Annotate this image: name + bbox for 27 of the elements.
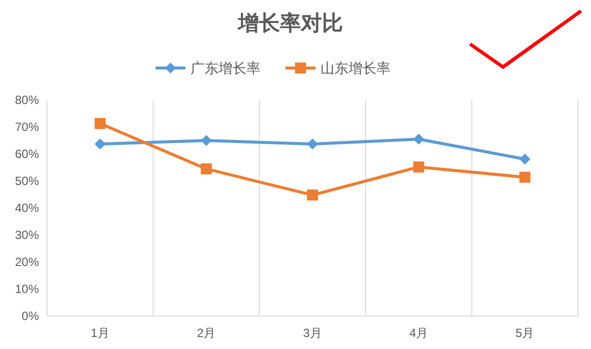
y-tick-label: 50% bbox=[14, 174, 40, 188]
y-tick-label: 70% bbox=[14, 120, 40, 134]
point bbox=[200, 163, 212, 174]
x-tick-label: 2月 bbox=[196, 326, 216, 340]
point bbox=[413, 134, 424, 145]
point bbox=[94, 138, 106, 150]
point bbox=[200, 135, 212, 146]
chart-title: 增长率对比 bbox=[237, 11, 343, 35]
y-tick-label: 30% bbox=[14, 228, 40, 242]
point bbox=[519, 154, 530, 165]
point bbox=[519, 172, 530, 183]
y-tick-label: 10% bbox=[14, 282, 40, 296]
y-tick-label: 40% bbox=[14, 201, 40, 215]
y-tick-label: 0% bbox=[22, 309, 40, 323]
x-tick-label: 3月 bbox=[303, 326, 322, 340]
y-tick-label: 80% bbox=[14, 93, 40, 107]
point bbox=[307, 138, 318, 150]
x-tick-label: 1月 bbox=[90, 326, 110, 340]
point bbox=[94, 118, 106, 129]
point bbox=[307, 190, 318, 201]
legend-label: 广东增长率 bbox=[190, 60, 260, 76]
y-tick-label: 60% bbox=[14, 147, 40, 161]
x-tick-label: 5月 bbox=[516, 326, 534, 340]
y-tick-label: 20% bbox=[14, 255, 40, 269]
legend-label: 山东增长率 bbox=[320, 60, 390, 76]
point bbox=[413, 161, 424, 172]
x-tick-label: 4月 bbox=[409, 326, 428, 340]
